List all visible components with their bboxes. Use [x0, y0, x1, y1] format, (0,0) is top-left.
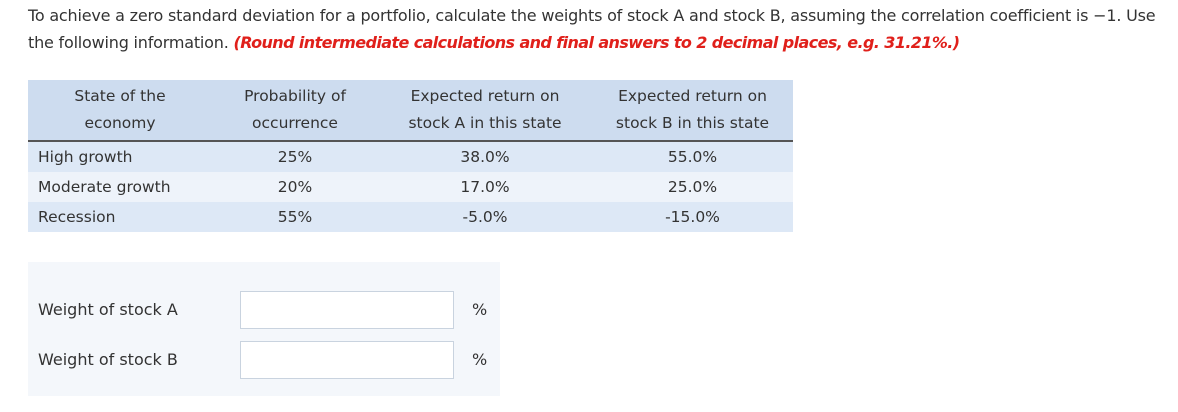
- answer-input[interactable]: [240, 341, 454, 379]
- header-cell: Expected return on stock A in this state: [378, 80, 592, 142]
- header-text: Expected return on stock A in this state: [408, 87, 562, 132]
- header-cell: State of the economy: [28, 80, 212, 142]
- table-cell: 25%: [212, 141, 378, 172]
- table-cell: -15.0%: [592, 202, 793, 232]
- table-row: Recession 55% -5.0% -15.0%: [28, 202, 793, 232]
- answer-input[interactable]: [240, 291, 454, 329]
- table-cell: 25.0%: [592, 172, 793, 202]
- table-row: High growth 25% 38.0% 55.0%: [28, 141, 793, 172]
- header-text: State of the economy: [74, 87, 166, 132]
- data-table: State of the economy Probability of occu…: [28, 80, 793, 232]
- rounding-hint: (Round intermediate calculations and fin…: [233, 33, 960, 52]
- table-cell: 38.0%: [378, 141, 592, 172]
- table-cell: -5.0%: [378, 202, 592, 232]
- table-cell: 17.0%: [378, 172, 592, 202]
- table-cell: Moderate growth: [28, 172, 212, 202]
- answer-unit: %: [472, 350, 488, 369]
- answer-panel: Weight of stock A % Weight of stock B %: [28, 262, 500, 396]
- table-cell: 55%: [212, 202, 378, 232]
- answer-unit: %: [472, 300, 488, 319]
- header-text: Expected return on stock B in this state: [615, 87, 770, 132]
- table-cell: 55.0%: [592, 141, 793, 172]
- table-row: Moderate growth 20% 17.0% 25.0%: [28, 172, 793, 202]
- table-cell: High growth: [28, 141, 212, 172]
- question: To achieve a zero standard deviation for…: [28, 2, 1168, 56]
- header-row: State of the economy Probability of occu…: [28, 80, 793, 142]
- answer-label: Weight of stock A: [38, 300, 178, 319]
- header-cell: Probability of occurrence: [212, 80, 378, 142]
- table-body: High growth 25% 38.0% 55.0% Moderate growth 2…: [28, 141, 793, 232]
- question-text: To achieve a zero standard deviation for…: [28, 6, 1156, 52]
- table-cell: Recession: [28, 202, 212, 232]
- table-cell: 20%: [212, 172, 378, 202]
- header-text: Probability of occurrence: [244, 87, 346, 132]
- answer-label: Weight of stock B: [38, 350, 178, 369]
- header-cell: Expected return on stock B in this state: [592, 80, 793, 142]
